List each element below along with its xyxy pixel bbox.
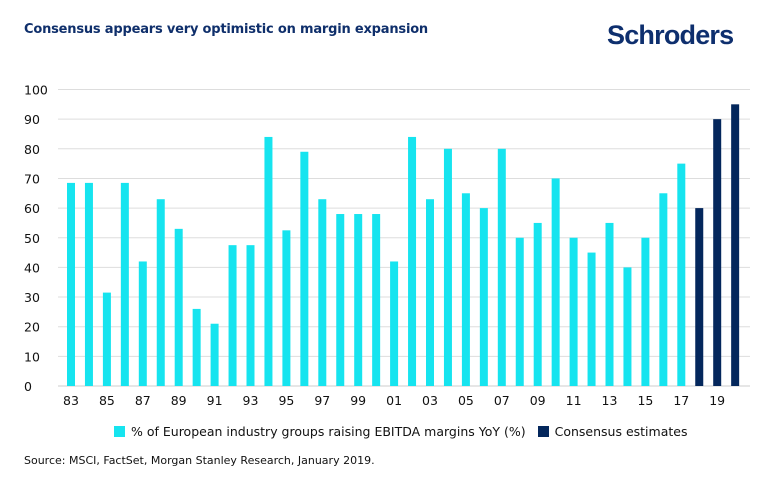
legend-swatch-estimates — [537, 426, 549, 437]
bar-actual-99 — [354, 214, 363, 386]
x-tick-label: 19 — [709, 393, 725, 408]
bar-actual-17 — [677, 163, 686, 386]
y-tick-label: 80 — [24, 142, 40, 157]
x-tick-label: 85 — [99, 393, 115, 408]
bar-actual-09 — [533, 222, 542, 386]
x-tick-label: 13 — [602, 393, 618, 408]
bar-actual-87 — [138, 261, 147, 386]
x-tick-label: 87 — [135, 393, 151, 408]
bar-estimate-19 — [713, 119, 722, 387]
x-tick-label: 15 — [637, 393, 653, 408]
gridlines — [58, 89, 750, 387]
bar-actual-04 — [443, 148, 452, 386]
x-tick-label: 01 — [386, 393, 402, 408]
bar-actual-03 — [426, 199, 434, 386]
bar-actual-98 — [336, 214, 345, 386]
y-tick-label: 40 — [24, 260, 40, 275]
bar-actual-88 — [156, 199, 165, 386]
x-axis-ticks: 83 85 87 89 91 93 95 97 99 01 03 05 07 09 11 13 15 17 19 — [63, 393, 725, 408]
x-tick-label: 99 — [350, 393, 366, 408]
y-tick-label: 60 — [24, 201, 40, 216]
y-axis-ticks: 0 10 20 30 40 50 60 70 80 90 100 — [24, 83, 48, 395]
bar-actual-06 — [479, 208, 488, 386]
bar-actual-83 — [67, 182, 75, 386]
x-tick-label: 17 — [673, 393, 689, 408]
bar-actual-08 — [515, 237, 524, 386]
bar-actual-12 — [587, 252, 596, 386]
bar-actual-16 — [659, 193, 668, 386]
bar-actual-90 — [192, 308, 201, 386]
bar-actual-94 — [264, 136, 273, 386]
x-tick-label: 91 — [207, 393, 223, 408]
bar-actual-13 — [605, 222, 614, 386]
bar-actual-92 — [228, 245, 237, 386]
bar-actual-10 — [551, 178, 560, 386]
bar-actual-01 — [390, 261, 399, 386]
legend-label-actual: % of European industry groups raising EB… — [131, 424, 526, 439]
y-tick-label: 20 — [24, 320, 40, 335]
bar-actual-15 — [641, 237, 650, 386]
x-tick-label: 93 — [243, 393, 259, 408]
x-tick-label: 09 — [530, 393, 546, 408]
bar-actual-86 — [120, 182, 129, 386]
y-tick-label: 30 — [24, 290, 40, 305]
bar-actual-05 — [461, 193, 470, 386]
chart-title: Consensus appears very optimistic on mar… — [24, 22, 428, 37]
bar-actual-91 — [210, 323, 219, 386]
x-tick-label: 97 — [314, 393, 330, 408]
bar-actual-97 — [318, 199, 327, 386]
y-tick-label: 0 — [24, 379, 32, 394]
bar-actual-02 — [408, 136, 417, 386]
schroders-logo: Schroders — [607, 20, 734, 50]
x-tick-label: 89 — [171, 393, 187, 408]
source-note: Source: MSCI, FactSet, Morgan Stanley Re… — [24, 454, 375, 467]
x-tick-label: 05 — [458, 393, 474, 408]
y-tick-label: 100 — [24, 83, 48, 98]
bar-actual-85 — [102, 292, 111, 386]
legend: % of European industry groups raising EB… — [114, 424, 699, 439]
legend-swatch-actual — [114, 426, 125, 437]
legend-item-actual: % of European industry groups raising EB… — [114, 424, 526, 439]
bars — [67, 104, 740, 387]
bar-actual-95 — [282, 230, 291, 386]
x-tick-label: 83 — [63, 393, 79, 408]
bar-estimate-20 — [731, 104, 740, 386]
y-tick-label: 90 — [24, 112, 40, 127]
y-tick-label: 50 — [24, 231, 40, 246]
bar-actual-14 — [623, 267, 632, 386]
bar-actual-00 — [372, 214, 381, 386]
x-tick-label: 95 — [278, 393, 294, 408]
bar-actual-93 — [246, 245, 255, 386]
x-tick-label: 03 — [422, 393, 438, 408]
bar-estimate-18 — [695, 208, 704, 386]
y-tick-label: 70 — [24, 171, 40, 186]
x-tick-label: 11 — [566, 393, 582, 408]
bar-actual-11 — [569, 237, 578, 386]
bar-actual-07 — [497, 148, 506, 386]
bar-actual-96 — [300, 151, 309, 386]
bar-actual-89 — [174, 228, 183, 386]
bar-actual-84 — [84, 182, 93, 386]
x-tick-label: 07 — [494, 393, 510, 408]
legend-item-estimates: Consensus estimates — [537, 424, 688, 439]
legend-label-estimates: Consensus estimates — [554, 424, 688, 439]
y-tick-label: 10 — [24, 349, 40, 364]
